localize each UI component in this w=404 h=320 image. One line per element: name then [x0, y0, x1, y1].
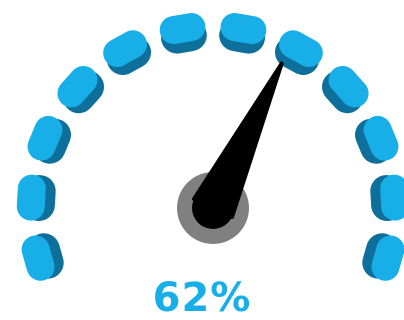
gauge-segment-face	[380, 174, 404, 221]
gauge-segment-face	[16, 174, 46, 221]
gauge-segment	[103, 30, 152, 76]
gauge-value-label: 62%	[152, 275, 252, 320]
gauge-segment-face	[103, 30, 147, 67]
gauge-segment	[370, 174, 404, 222]
gauge-segment	[21, 233, 64, 281]
gauge-segment-face	[279, 30, 323, 67]
gauge-segment	[27, 115, 72, 164]
gauge-segment	[219, 13, 267, 54]
gauge-segment-face	[57, 65, 98, 108]
gauge-segment	[16, 174, 56, 222]
gauge-segment-face	[371, 235, 404, 281]
gauge-segment-face	[27, 115, 63, 161]
gauge-segment-face	[328, 65, 369, 108]
gauge-segment	[57, 65, 105, 114]
gauge-segment	[354, 115, 399, 164]
gauge-scale	[16, 13, 404, 281]
gauge-segment	[321, 65, 369, 114]
gauge-needle-cap	[192, 187, 234, 229]
gauge-segment-face	[363, 115, 399, 161]
gauge-segment	[274, 30, 323, 76]
gauge-segment-face	[220, 13, 267, 45]
gauge-segment	[362, 233, 404, 281]
gauge-segment-face	[159, 13, 206, 45]
gauge-segment-face	[21, 235, 55, 281]
gauge-segment	[159, 13, 207, 54]
